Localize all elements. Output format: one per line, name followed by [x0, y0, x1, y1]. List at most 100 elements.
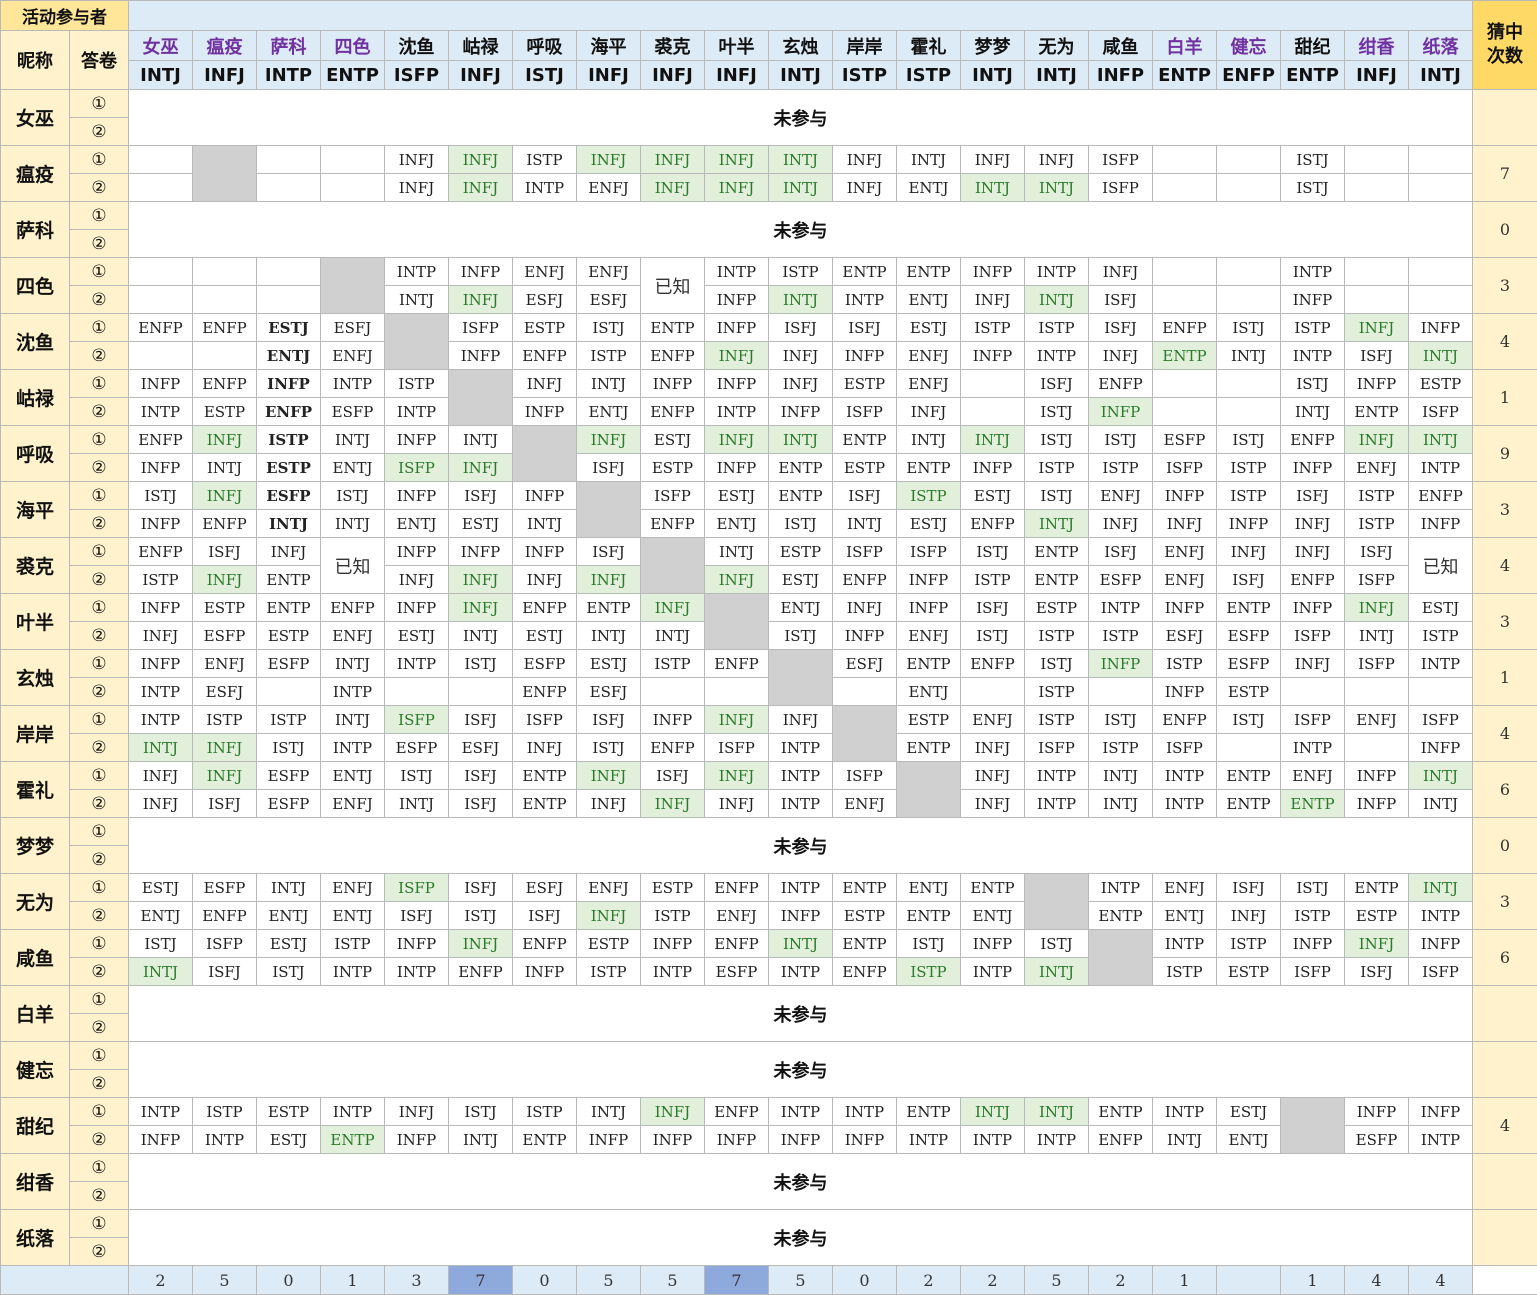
- guess-cell: INFJ: [769, 370, 833, 398]
- column-type: INTJ: [129, 61, 193, 90]
- guess-cell: INTP: [833, 286, 897, 314]
- footer-label: [1, 1266, 129, 1295]
- column-total: 7: [705, 1266, 769, 1295]
- guess-cell: INFP: [769, 398, 833, 426]
- guess-cell: INFJ: [257, 538, 321, 566]
- guess-cell: INTJ: [321, 706, 385, 734]
- guess-cell: ISTP: [1089, 622, 1153, 650]
- guess-cell: [1409, 678, 1473, 706]
- guess-cell: ISTP: [1217, 930, 1281, 958]
- guess-cell: ISTJ: [961, 538, 1025, 566]
- guess-cell: INTP: [1409, 454, 1473, 482]
- answer-mark: ①: [70, 370, 129, 398]
- guess-cell: INFP: [1089, 398, 1153, 426]
- guess-cell: INTP: [833, 1098, 897, 1126]
- guess-cell: INFP: [1089, 650, 1153, 678]
- self-cell: [321, 258, 385, 314]
- guess-cell: [449, 678, 513, 706]
- column-name: 玄烛: [769, 31, 833, 61]
- guess-cell: ISTP: [961, 314, 1025, 342]
- answer-mark: ②: [70, 1070, 129, 1098]
- guess-cell: [257, 174, 321, 202]
- guess-cell: ISFP: [513, 706, 577, 734]
- absent-note: 未参与: [129, 986, 1473, 1042]
- column-name: 白羊: [1153, 31, 1217, 61]
- guess-cell: ENTP: [833, 258, 897, 286]
- guess-cell: INFJ: [385, 174, 449, 202]
- guess-cell: ENTJ: [321, 902, 385, 930]
- guess-cell: [1281, 678, 1345, 706]
- guess-cell: INTJ: [1409, 426, 1473, 454]
- guess-cell: ESFP: [385, 734, 449, 762]
- column-type: INTJ: [1025, 61, 1089, 90]
- guess-cell: INFJ: [449, 454, 513, 482]
- guess-cell: ENFJ: [321, 874, 385, 902]
- row-guess-count: 3: [1473, 594, 1537, 650]
- guess-cell: ENFP: [193, 510, 257, 538]
- guess-cell: ISTP: [1089, 734, 1153, 762]
- guess-cell: INFJ: [833, 146, 897, 174]
- guess-cell: INTP: [1281, 342, 1345, 370]
- guess-cell: INFJ: [1345, 594, 1409, 622]
- guess-cell: ENFJ: [1153, 874, 1217, 902]
- guess-cell: ENTP: [897, 454, 961, 482]
- known-note: 已知: [321, 538, 385, 594]
- guess-cell: ISTJ: [321, 482, 385, 510]
- guess-cell: ENFP: [705, 930, 769, 958]
- row-nickname: 岵禄: [1, 370, 70, 426]
- guess-cell: INFJ: [577, 790, 641, 818]
- guess-cell: ISTJ: [449, 650, 513, 678]
- guess-cell: INFP: [897, 594, 961, 622]
- guess-cell: INFJ: [1089, 342, 1153, 370]
- guess-cell: ISFJ: [1345, 342, 1409, 370]
- guess-cell: ENFP: [641, 342, 705, 370]
- guess-cell: INTP: [1025, 790, 1089, 818]
- guess-cell: INTP: [385, 398, 449, 426]
- guess-cell: INTP: [513, 174, 577, 202]
- guess-cell: INFJ: [129, 790, 193, 818]
- guess-cell: INFP: [1281, 286, 1345, 314]
- guess-cell: ISTP: [321, 930, 385, 958]
- guess-cell: ISFJ: [1217, 874, 1281, 902]
- guess-cell: ENTJ: [577, 398, 641, 426]
- absent-note: 未参与: [129, 818, 1473, 874]
- guess-cell: ENFP: [1089, 370, 1153, 398]
- column-total: 0: [833, 1266, 897, 1295]
- guess-cell: ESTP: [1345, 902, 1409, 930]
- guess-cell: INTP: [1025, 342, 1089, 370]
- guess-cell: ISFJ: [193, 538, 257, 566]
- guess-cell: INFP: [1153, 482, 1217, 510]
- guess-cell: ISFP: [1281, 706, 1345, 734]
- guess-cell: ENTJ: [705, 510, 769, 538]
- guess-cell: ENFP: [641, 510, 705, 538]
- self-cell: [1281, 1098, 1345, 1154]
- guess-cell: ENFP: [705, 1098, 769, 1126]
- guess-cell: [257, 286, 321, 314]
- guess-cell: [1153, 370, 1217, 398]
- guess-cell: INFJ: [513, 734, 577, 762]
- answer-mark: ①: [70, 146, 129, 174]
- guess-cell: ISTP: [577, 342, 641, 370]
- guess-cell: INFP: [961, 454, 1025, 482]
- guess-cell: ENTP: [1345, 398, 1409, 426]
- column-type: ENTP: [1153, 61, 1217, 90]
- self-cell: [449, 370, 513, 426]
- guess-cell: ISFJ: [1281, 482, 1345, 510]
- guess-cell: INFJ: [449, 146, 513, 174]
- column-total: 5: [1025, 1266, 1089, 1295]
- row-nickname: 岸岸: [1, 706, 70, 762]
- guess-cell: ISTP: [1025, 622, 1089, 650]
- answer-mark: ②: [70, 958, 129, 986]
- answer-mark: ①: [70, 706, 129, 734]
- guess-cell: INTJ: [321, 510, 385, 538]
- guess-cell: ISTJ: [1025, 650, 1089, 678]
- guess-cell: ENTP: [1345, 874, 1409, 902]
- guess-cell: [1217, 174, 1281, 202]
- row-guess-count: 3: [1473, 258, 1537, 314]
- guess-cell: INTP: [1089, 874, 1153, 902]
- column-type: ENTP: [1281, 61, 1345, 90]
- guess-cell: ENFJ: [897, 370, 961, 398]
